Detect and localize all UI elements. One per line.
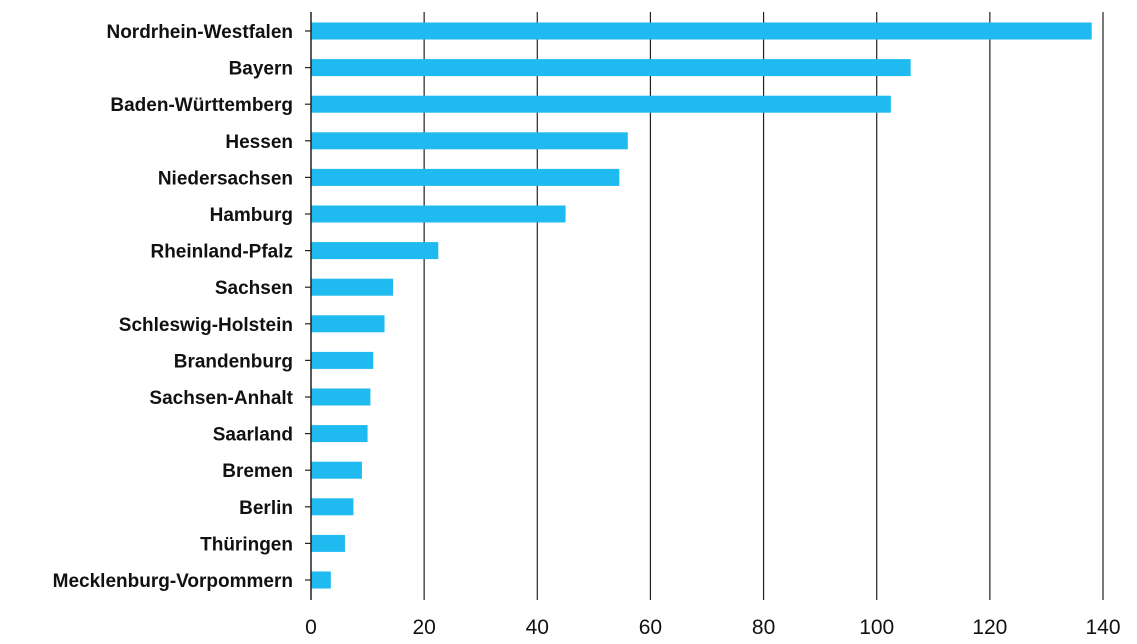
category-label-13: Berlin	[239, 498, 293, 519]
x-tick-label-120: 120	[972, 616, 1007, 639]
category-label-3: Hessen	[225, 132, 293, 153]
bar-11	[311, 425, 368, 443]
x-tick-label-80: 80	[752, 616, 775, 639]
category-label-4: Niedersachsen	[158, 168, 293, 189]
x-tick-label-20: 20	[412, 616, 435, 639]
bar-10	[311, 388, 371, 406]
x-tick-label-100: 100	[859, 616, 894, 639]
category-label-2: Baden-Württemberg	[110, 95, 293, 116]
bar-3	[311, 132, 628, 150]
x-tick-labels: 0 20 40 60 80 100 120 140	[305, 616, 1120, 639]
category-label-5: Hamburg	[210, 205, 293, 226]
category-label-6: Rheinland-Pfalz	[150, 242, 293, 263]
bar-8	[311, 315, 385, 333]
x-tick-label-140: 140	[1085, 616, 1120, 639]
bar-15	[311, 571, 331, 589]
category-label-0: Nordrhein-Westfalen	[106, 22, 293, 43]
bar-0	[311, 22, 1092, 40]
bar-5	[311, 205, 566, 223]
category-label-7: Sachsen	[215, 278, 293, 299]
bar-4	[311, 168, 620, 186]
axes	[305, 12, 312, 600]
bar-14	[311, 534, 345, 552]
category-label-1: Bayern	[229, 59, 293, 80]
bar-7	[311, 278, 394, 296]
bar-6	[311, 242, 439, 260]
category-label-9: Brandenburg	[174, 351, 293, 372]
category-label-15: Mecklenburg-Vorpommern	[53, 571, 293, 592]
bar-13	[311, 498, 354, 516]
x-tick-label-40: 40	[526, 616, 549, 639]
x-tick-label-60: 60	[639, 616, 662, 639]
category-label-12: Bremen	[222, 461, 293, 482]
category-labels: Nordrhein-Westfalen Bayern Baden-Württembe…	[53, 22, 294, 592]
category-label-10: Sachsen-Anhalt	[149, 388, 293, 409]
bar-12	[311, 461, 362, 479]
x-tick-label-0: 0	[305, 616, 317, 639]
category-label-11: Saarland	[213, 425, 293, 446]
bars	[311, 22, 1092, 589]
category-label-14: Thüringen	[200, 534, 293, 555]
bar-9	[311, 351, 374, 369]
bar-2	[311, 95, 891, 113]
category-label-8: Schleswig-Holstein	[119, 315, 293, 336]
bar-1	[311, 59, 911, 77]
